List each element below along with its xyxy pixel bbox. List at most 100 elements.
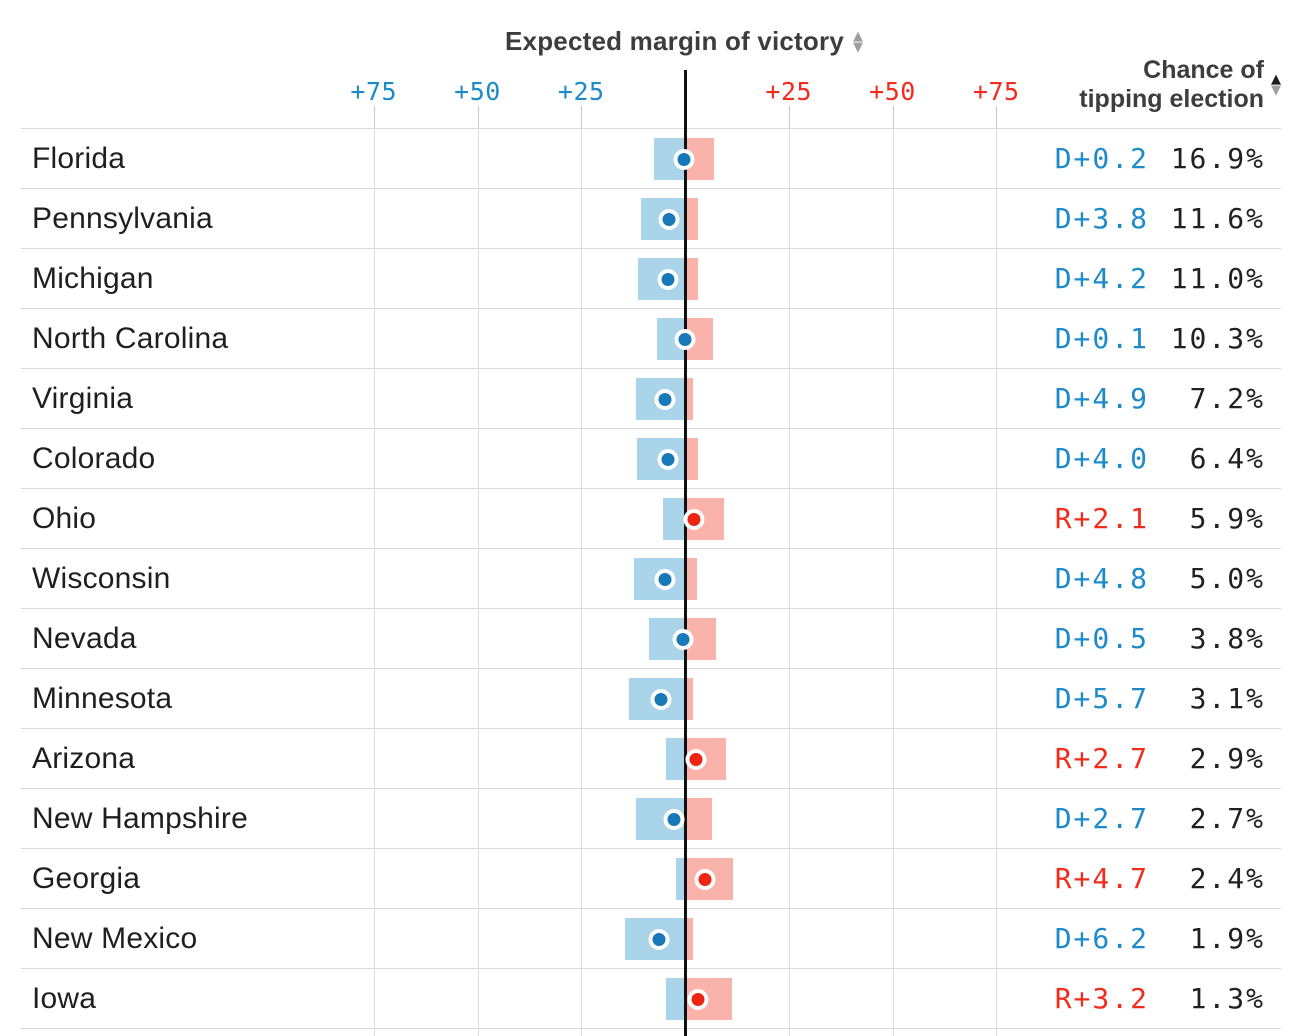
state-name: Colorado <box>32 442 156 475</box>
axis-tick-label: +25 <box>557 77 605 106</box>
sort-down-icon[interactable]: ▼ <box>1271 83 1281 98</box>
rep-uncertainty-band <box>685 438 698 480</box>
dem-uncertainty-band <box>665 738 685 780</box>
state-name: Pennsylvania <box>32 202 213 235</box>
axis-tick-mark <box>788 106 790 128</box>
table-row: Iowa R+3.2 1.3% <box>21 968 1281 1028</box>
state-name: North Carolina <box>32 322 229 355</box>
dem-uncertainty-band <box>665 978 685 1020</box>
chance-value: 2.4% <box>1189 862 1265 895</box>
margin-value: D+4.2 <box>1054 262 1149 295</box>
table-row: Georgia R+4.7 2.4% <box>21 848 1281 908</box>
expected-margin-dot <box>687 988 709 1010</box>
margin-sort-header[interactable]: Expected margin of victory ▲ ▼ <box>384 26 984 57</box>
expected-margin-dot <box>672 628 694 650</box>
margin-value: D+4.8 <box>1054 562 1149 595</box>
expected-margin-dot <box>654 568 676 590</box>
chance-value: 16.9% <box>1170 142 1265 175</box>
table-row: Virginia D+4.9 7.2% <box>21 368 1281 428</box>
grid-line <box>996 128 998 1036</box>
rep-uncertainty-band <box>685 918 693 960</box>
axis-tick-mark <box>581 106 583 128</box>
table-row: Nevada D+0.5 3.8% <box>21 608 1281 668</box>
chance-value: 11.6% <box>1170 202 1265 235</box>
table-row: Florida D+0.2 16.9% <box>21 128 1281 188</box>
margin-value: D+0.1 <box>1054 322 1149 355</box>
chance-value: 1.3% <box>1189 982 1265 1015</box>
chance-value: 6.4% <box>1189 442 1265 475</box>
chance-header-label: Chance of tipping election <box>1079 56 1264 113</box>
axis-tick-label: +75 <box>350 77 398 106</box>
table-row: Minnesota D+5.7 3.1% <box>21 668 1281 728</box>
state-name: Michigan <box>32 262 154 295</box>
chance-value: 5.9% <box>1189 502 1265 535</box>
dem-uncertainty-band <box>663 498 685 540</box>
axis-tick-mark <box>996 106 998 128</box>
rep-uncertainty-band <box>685 378 694 420</box>
rep-uncertainty-band <box>685 678 694 720</box>
axis-tick-mark <box>892 106 894 128</box>
sort-arrows-icon[interactable]: ▲ ▼ <box>1271 72 1281 98</box>
expected-margin-dot <box>683 508 705 530</box>
margin-value: D+0.2 <box>1054 142 1149 175</box>
expected-margin-dot <box>694 868 715 890</box>
table-row: Ohio R+2.1 5.9% <box>21 488 1281 548</box>
axis-tick-mark <box>477 106 479 128</box>
sort-up-icon[interactable]: ▲ <box>1271 72 1281 87</box>
axis-tick-label: +50 <box>454 77 501 106</box>
state-name: New Mexico <box>32 922 198 955</box>
expected-margin-dot <box>673 148 695 170</box>
chance-value: 1.9% <box>1189 922 1265 955</box>
axis-tick-mark <box>373 106 375 128</box>
grid-line <box>477 128 479 1036</box>
state-name: New Hampshire <box>32 802 248 835</box>
table-row: New Hampshire D+2.7 2.7% <box>21 788 1281 848</box>
expected-margin-dot <box>648 928 670 950</box>
state-name: Minnesota <box>32 682 173 715</box>
table-row: North Carolina D+0.1 10.3% <box>21 308 1281 368</box>
axis-tick-label: +75 <box>972 77 1020 106</box>
state-name: Florida <box>32 142 126 175</box>
margin-value: D+0.5 <box>1054 622 1149 655</box>
rep-uncertainty-band <box>685 558 698 600</box>
chance-value: 11.0% <box>1170 262 1265 295</box>
expected-margin-dot <box>674 328 696 350</box>
grid-line <box>892 128 894 1036</box>
margin-value: R+2.7 <box>1054 742 1149 775</box>
table-row: Michigan D+4.2 11.0% <box>21 248 1281 308</box>
table-row: New Mexico D+6.2 1.9% <box>21 908 1281 968</box>
axis-tick-label: +25 <box>765 77 813 106</box>
rep-uncertainty-band <box>685 198 699 240</box>
chance-value: 3.1% <box>1189 682 1265 715</box>
chance-sort-header[interactable]: Chance of tipping election ▲ ▼ <box>1079 56 1281 114</box>
state-name: Wisconsin <box>32 562 171 595</box>
table-row: Arizona R+2.7 2.9% <box>21 728 1281 788</box>
state-name: Arizona <box>32 742 136 775</box>
state-name: Virginia <box>32 382 134 415</box>
expected-margin-dot <box>663 808 685 830</box>
margin-value: D+3.8 <box>1054 202 1149 235</box>
state-name: Ohio <box>32 502 97 535</box>
expected-margin-dot <box>658 208 680 230</box>
chance-value: 5.0% <box>1189 562 1265 595</box>
axis-tick-label: +50 <box>869 77 916 106</box>
grid-line <box>373 128 375 1036</box>
chance-value: 10.3% <box>1170 322 1265 355</box>
grid-line <box>581 128 583 1036</box>
margin-value: D+6.2 <box>1054 922 1149 955</box>
table-row: Pennsylvania D+3.8 11.6% <box>21 188 1281 248</box>
rep-uncertainty-band <box>685 258 698 300</box>
sort-down-icon[interactable]: ▼ <box>852 39 863 55</box>
rep-uncertainty-band <box>685 798 712 840</box>
margin-header-label: Expected margin of victory <box>505 26 844 56</box>
sort-up-icon[interactable]: ▲ <box>852 28 863 44</box>
state-name: Iowa <box>32 982 97 1015</box>
expected-margin-dot <box>657 268 679 290</box>
sort-arrows-icon[interactable]: ▲ ▼ <box>852 28 863 55</box>
margin-value: D+4.9 <box>1054 382 1149 415</box>
grid-line <box>788 128 790 1036</box>
state-name: Georgia <box>32 862 141 895</box>
chance-value: 3.8% <box>1189 622 1265 655</box>
margin-value: D+5.7 <box>1054 682 1149 715</box>
